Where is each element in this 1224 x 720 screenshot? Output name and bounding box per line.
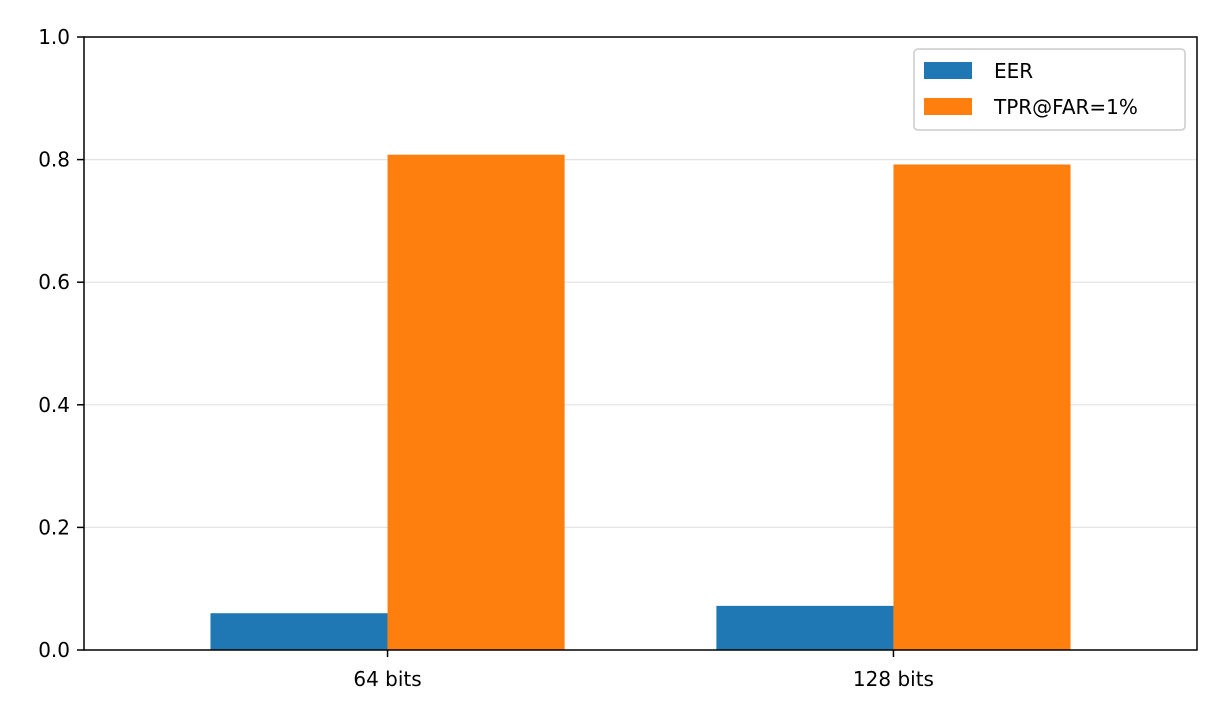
bar-tpr-far-1--1 xyxy=(893,164,1071,650)
legend-swatch-tpr xyxy=(924,98,972,115)
x-axis: 64 bits 128 bits xyxy=(353,650,934,691)
x-tick-label: 64 bits xyxy=(353,667,421,691)
bar-tpr-far-1--0 xyxy=(387,154,565,651)
y-tick-label: 0.4 xyxy=(38,393,70,417)
plot-area-frame xyxy=(83,36,1198,651)
y-tick-label: 0.8 xyxy=(38,148,70,172)
legend: EER TPR@FAR=1% xyxy=(913,48,1186,131)
legend-frame xyxy=(913,48,1186,131)
legend-label-eer: EER xyxy=(994,59,1033,83)
y-axis: 0.0 0.2 0.4 0.6 0.8 1.0 xyxy=(38,25,84,662)
bars xyxy=(210,154,1071,651)
legend-label-tpr: TPR@FAR=1% xyxy=(993,95,1138,119)
y-tick-label: 1.0 xyxy=(38,25,70,49)
y-tick-label: 0.0 xyxy=(38,638,70,662)
y-tick-label: 0.6 xyxy=(38,270,70,294)
bar-eer-0 xyxy=(210,613,388,650)
legend-swatch-eer xyxy=(924,62,972,79)
bar-eer-1 xyxy=(716,605,894,650)
y-tick-label: 0.2 xyxy=(38,515,70,539)
x-tick-label: 128 bits xyxy=(853,667,934,691)
